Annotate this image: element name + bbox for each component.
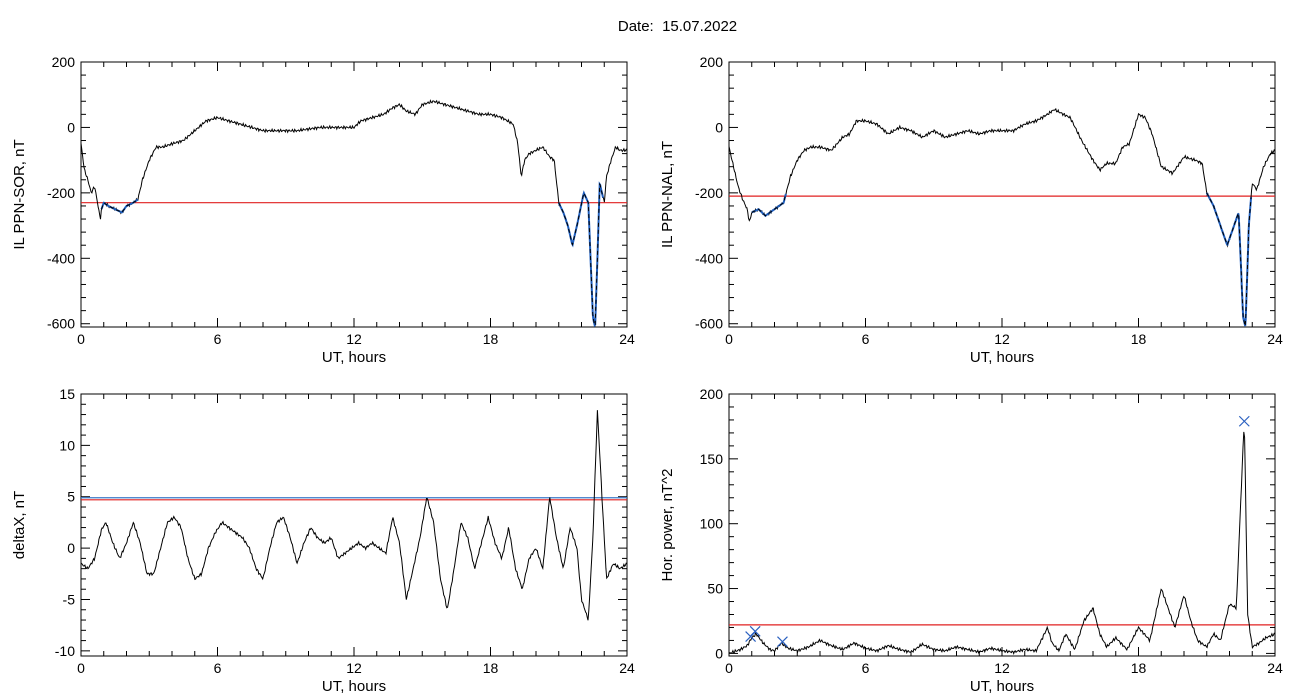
highlight-segment-dash bbox=[558, 182, 604, 327]
x-tick-label: 24 bbox=[619, 331, 635, 347]
x-tick-label: 12 bbox=[994, 660, 1010, 676]
plot-area bbox=[729, 107, 1275, 327]
x-tick-label: 18 bbox=[1131, 660, 1147, 676]
highlight-segment-dash bbox=[101, 199, 139, 213]
x-tick-label: 24 bbox=[1267, 660, 1283, 676]
x-axis-label: UT, hours bbox=[970, 678, 1034, 695]
y-axis-label: Hor. power, nT^2 bbox=[659, 469, 676, 582]
y-tick-label: -200 bbox=[47, 185, 75, 201]
x-axis-label: UT, hours bbox=[322, 678, 386, 695]
y-tick-label: -600 bbox=[695, 316, 723, 332]
highlight-segment-dash bbox=[1206, 192, 1252, 327]
x-tick-label: 0 bbox=[77, 660, 85, 676]
x-tick-label: 12 bbox=[346, 331, 362, 347]
y-tick-label: 100 bbox=[700, 516, 724, 532]
plot-frame bbox=[80, 393, 628, 657]
series-trace bbox=[729, 107, 1275, 326]
y-tick-label: 200 bbox=[700, 54, 724, 70]
x-tick-label: 18 bbox=[483, 331, 499, 347]
y-tick-label: 150 bbox=[700, 451, 724, 467]
highlight-segment bbox=[1205, 192, 1253, 327]
y-tick-label: -400 bbox=[47, 250, 75, 266]
x-tick-label: 24 bbox=[619, 660, 635, 676]
y-tick-label: -600 bbox=[47, 316, 75, 332]
x-axis-label: UT, hours bbox=[322, 349, 386, 366]
x-marker bbox=[1238, 415, 1250, 427]
series-trace bbox=[81, 410, 627, 621]
y-tick-label: 0 bbox=[715, 645, 723, 661]
chart-panel-deltax: 0 6 12 18 24 15 10 5 0 -5 -10 UT, hours deltaX, nT bbox=[11, 386, 635, 695]
plot-frame bbox=[728, 61, 1276, 328]
x-marker bbox=[749, 625, 761, 637]
chart-panel-hor-power: 0 6 12 18 24 200 150 100 50 0 UT, hours Hor. power,… bbox=[659, 386, 1283, 695]
x-tick-label: 6 bbox=[862, 331, 870, 347]
plot-area bbox=[81, 99, 627, 327]
y-tick-label: 15 bbox=[59, 386, 75, 402]
highlight-segment bbox=[100, 198, 139, 214]
y-tick-label: 50 bbox=[707, 581, 723, 597]
y-tick-label: 0 bbox=[67, 119, 75, 135]
x-marker bbox=[777, 636, 788, 648]
chart-panel-il-sor: 0 6 12 18 24 200 0 -200 -400 -600 UT, hours IL PPN-… bbox=[11, 54, 635, 366]
x-tick-label: 6 bbox=[862, 660, 870, 676]
x-marker-stroke bbox=[777, 636, 788, 648]
date-value: 15.07.2022 bbox=[662, 18, 738, 35]
x-tick-label: 6 bbox=[214, 331, 222, 347]
x-tick-label: 24 bbox=[1267, 331, 1283, 347]
y-tick-label: 0 bbox=[67, 540, 75, 556]
y-tick-label: -5 bbox=[63, 591, 76, 607]
x-tick-label: 0 bbox=[77, 331, 85, 347]
x-tick-label: 18 bbox=[483, 660, 499, 676]
plot-area bbox=[81, 410, 627, 621]
x-tick-label: 18 bbox=[1131, 331, 1147, 347]
y-tick-label: 10 bbox=[59, 437, 75, 453]
y-tick-label: -10 bbox=[55, 643, 75, 659]
x-tick-label: 12 bbox=[346, 660, 362, 676]
x-marker-stroke bbox=[749, 625, 761, 637]
highlight-segment-dash bbox=[751, 193, 787, 217]
y-tick-label: 5 bbox=[67, 489, 75, 505]
y-axis-label: IL PPN-NAL, nT bbox=[659, 141, 676, 248]
y-tick-label: 200 bbox=[52, 54, 76, 70]
y-tick-label: -400 bbox=[695, 250, 723, 266]
x-axis-label: UT, hours bbox=[970, 349, 1034, 366]
x-marker-stroke bbox=[1238, 415, 1250, 427]
y-tick-label: 0 bbox=[715, 119, 723, 135]
series-trace bbox=[729, 431, 1275, 656]
page-title: Date: 15.07.2022 bbox=[0, 18, 1300, 35]
plot-frame bbox=[80, 61, 628, 328]
plot-area bbox=[729, 415, 1275, 656]
plot-frame bbox=[728, 393, 1276, 657]
y-axis-label: IL PPN-SOR, nT bbox=[11, 139, 28, 249]
x-tick-label: 12 bbox=[994, 331, 1010, 347]
y-axis-label: deltaX, nT bbox=[11, 491, 28, 559]
x-tick-label: 6 bbox=[214, 660, 222, 676]
x-tick-label: 0 bbox=[725, 331, 733, 347]
y-tick-label: -200 bbox=[695, 185, 723, 201]
chart-panel-il-nal: 0 6 12 18 24 200 0 -200 -400 -600 UT, hours IL PPN-… bbox=[659, 54, 1283, 366]
series-trace bbox=[81, 99, 627, 327]
date-label: Date: bbox=[617, 18, 654, 35]
y-tick-label: 200 bbox=[700, 386, 724, 402]
x-tick-label: 0 bbox=[725, 660, 733, 676]
